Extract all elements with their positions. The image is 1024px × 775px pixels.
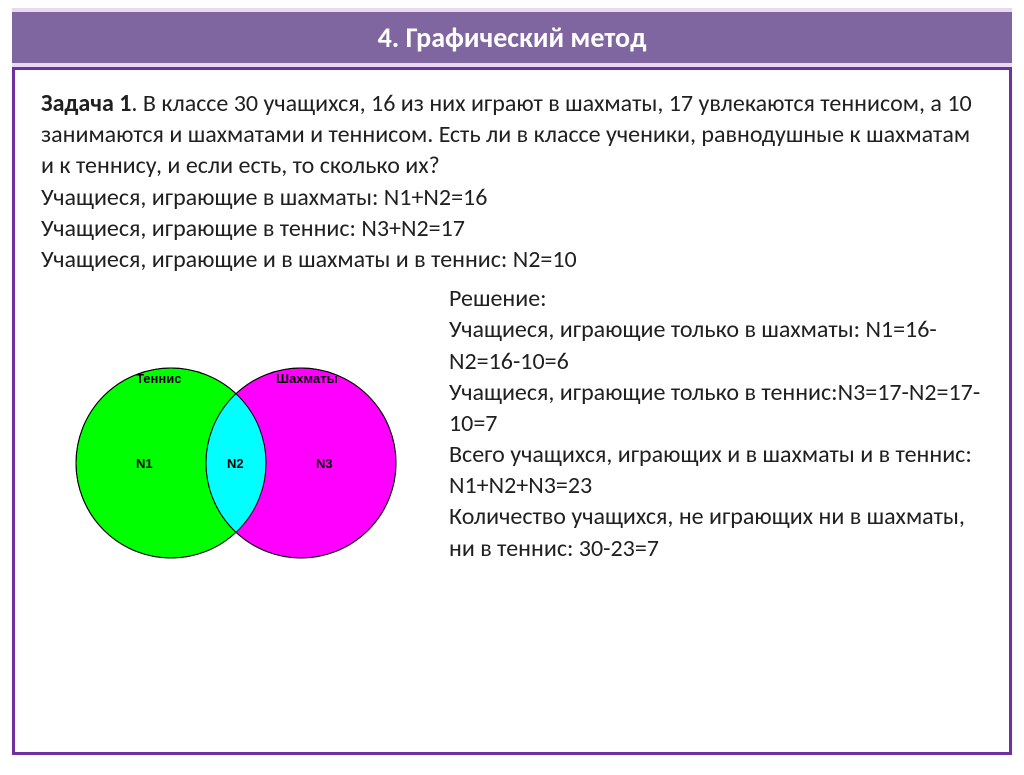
solution-block: Решение: Учащиеся, играющие только в шах… <box>441 283 983 613</box>
venn-svg: Теннис Шахматы N1 N2 N3 <box>41 313 441 613</box>
header-title: 4. Графический метод <box>378 20 647 55</box>
solution-line4: Количество учащихся, не играющих ни в ша… <box>449 502 965 562</box>
task-label: Задача 1 <box>41 89 131 118</box>
content-frame: Задача 1. В классе 30 учащихся, 16 из ни… <box>12 67 1012 755</box>
solution-line3: Всего учащихся, играющих и в шахматы и в… <box>449 440 972 500</box>
problem-text-block: Задача 1. В классе 30 учащихся, 16 из ни… <box>41 88 983 275</box>
venn-n3-label: N3 <box>316 456 333 471</box>
solution-line1: Учащиеся, играющие только в шахматы: N1=… <box>449 315 937 375</box>
problem-line3: Учащиеся, играющие в теннис: N3+N2=17 <box>41 214 465 243</box>
problem-line4: Учащиеся, играющие и в шахматы и в тенни… <box>41 245 577 274</box>
lower-row: Теннис Шахматы N1 N2 N3 Решение: Учащиес… <box>41 283 983 613</box>
slide-header: 4. Графический метод <box>12 8 1012 67</box>
solution-line2: Учащиеся, играющие только в теннис:N3=17… <box>449 378 980 438</box>
problem-body: . В классе 30 учащихся, 16 из них играют… <box>41 89 972 180</box>
venn-diagram: Теннис Шахматы N1 N2 N3 <box>41 283 441 613</box>
problem-line2: Учащиеся, играющие в шахматы: N1+N2=16 <box>41 183 487 212</box>
venn-n2-label: N2 <box>227 456 244 471</box>
venn-left-title: Теннис <box>136 371 181 386</box>
solution-heading: Решение: <box>449 284 547 313</box>
venn-n1-label: N1 <box>136 456 153 471</box>
venn-right-title: Шахматы <box>276 371 338 386</box>
